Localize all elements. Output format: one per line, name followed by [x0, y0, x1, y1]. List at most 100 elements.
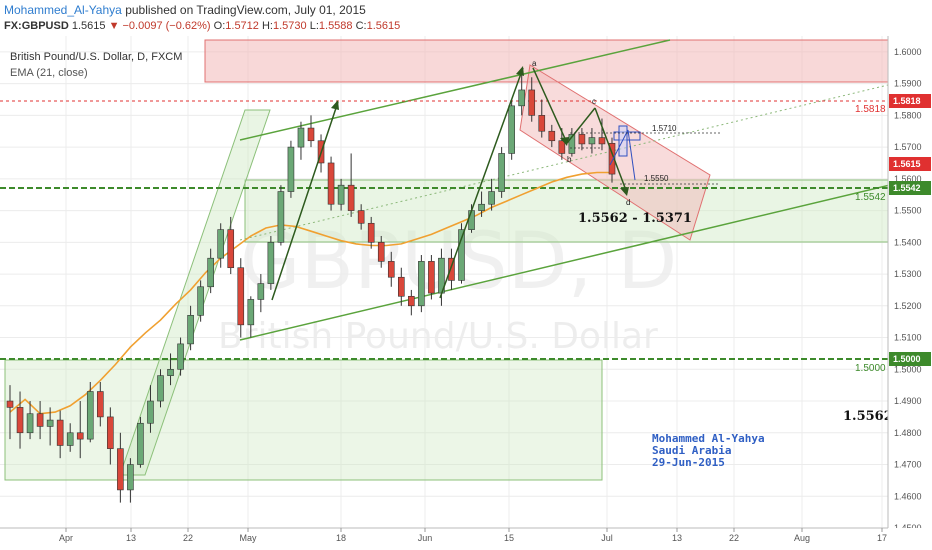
candle-bear: [387, 261, 395, 278]
open-value: 1.5712: [225, 20, 259, 32]
level-label-5000: 1.5000: [855, 363, 886, 374]
candle-bull: [66, 432, 74, 446]
candle-bear: [227, 229, 235, 269]
arrow-up-1: [271, 101, 339, 301]
candle-bull: [207, 257, 214, 288]
candle-bear: [76, 432, 84, 440]
candle-bear: [428, 261, 435, 294]
candle-bear: [367, 222, 375, 243]
signature-name: Mohammed Al-Yahya: [652, 432, 765, 445]
candle-bull: [127, 464, 134, 491]
channel-lower-line[interactable]: [239, 184, 891, 341]
channel-mid-line[interactable]: [239, 84, 889, 241]
level-label-5542: 1.5542: [855, 192, 886, 203]
time-tick-label: 13: [126, 533, 136, 543]
signature-date: 29-Jun-2015: [652, 456, 725, 469]
wave-label-b: b: [567, 155, 572, 164]
symbol-label[interactable]: FX:GBPUSD: [4, 20, 69, 32]
price-tick-label: 1.4700: [894, 460, 922, 470]
price-tick-label: 1.5700: [894, 142, 922, 152]
candle-bear: [558, 140, 566, 154]
candle-bear: [448, 257, 455, 281]
arrow-heads: [331, 66, 629, 196]
ema-line: [9, 171, 612, 415]
open-label: O:: [213, 20, 226, 32]
candle-bear: [538, 115, 546, 132]
time-tick-label: 22: [183, 533, 193, 543]
close-label: C:: [355, 20, 367, 32]
candle-bull: [458, 229, 465, 281]
time-tick-label: Jun: [418, 533, 433, 543]
target-annotation: 1.5562: [843, 409, 893, 424]
price-tick-label: 1.4800: [894, 428, 922, 438]
candle-bull: [418, 261, 425, 307]
price-tag-5000: 1.5000: [893, 354, 921, 364]
price-tick-label: 1.5300: [894, 269, 922, 279]
base-zone: [4, 359, 603, 481]
range-annotation: 1.5562 - 1.5371: [578, 211, 692, 226]
high-label: H:: [261, 20, 273, 32]
price-tick-label: 1.5000: [894, 364, 922, 374]
arrow-head-3: [560, 137, 569, 146]
author-link[interactable]: Mohammed_Al-Yahya: [4, 3, 122, 17]
candle-bear: [117, 448, 124, 491]
arrow-head-1: [331, 100, 339, 110]
price-tick-label: 1.4600: [894, 491, 922, 501]
candle-bear: [548, 130, 556, 142]
candle-bear: [36, 413, 44, 427]
candle-bull: [277, 191, 285, 243]
price-tag-5615-bg: [889, 157, 931, 171]
candle-bull: [177, 343, 184, 370]
candle-bull: [508, 105, 515, 154]
channel-upper-line[interactable]: [239, 39, 671, 141]
time-tick-label: 18: [336, 533, 346, 543]
last-price: 1.5615: [71, 20, 106, 32]
price-tick-label: 1.5900: [894, 79, 922, 89]
pattern-column: [618, 125, 628, 157]
candle-bull: [157, 375, 164, 402]
wave-label-d: d: [626, 198, 630, 207]
price-tag-5615: 1.5615: [893, 159, 921, 169]
candle-bull: [147, 400, 154, 424]
legend-indicator[interactable]: EMA (21, close): [10, 67, 88, 79]
time-tick-label: 17: [877, 533, 887, 543]
label-5710: 1.5710: [652, 124, 677, 133]
time-axis[interactable]: Apr 13 22 May 18 Jun 15 Jul 13 22 Aug 17: [59, 528, 887, 543]
candle-bull: [498, 153, 505, 192]
price-axis[interactable]: 1.6000 1.5900 1.5800 1.5700 1.5600 1.5500 1.54…: [894, 47, 922, 533]
candle-bull: [46, 419, 54, 427]
legend-title: British Pound/U.S. Dollar, D, FXCM: [10, 51, 182, 63]
candle-bull: [217, 229, 224, 259]
candle-bull: [518, 89, 526, 107]
watermark-name: British Pound/U.S. Dollar: [218, 316, 658, 357]
time-tick-label: Jul: [601, 533, 613, 543]
wave-label-c: c: [592, 97, 596, 106]
candle-bull: [187, 315, 194, 345]
close-value: 1.5615: [366, 20, 401, 32]
level-label-5818: 1.5818: [855, 104, 886, 115]
time-tick-label: 22: [729, 533, 739, 543]
candle-bear: [357, 210, 365, 224]
candle-bull: [568, 134, 576, 154]
price-tick-label: 1.6000: [894, 47, 922, 57]
candle-bull: [197, 286, 204, 316]
arrow-b-c: [566, 107, 596, 144]
low-label: L:: [309, 20, 319, 32]
candle-bull: [257, 283, 265, 300]
price-tick-label: 1.5100: [894, 333, 922, 343]
candle-bull: [26, 413, 34, 434]
price-tag-5818-bg: [889, 94, 931, 108]
arrow-head-4: [620, 187, 629, 196]
candle-bull: [167, 368, 174, 376]
price-tag-5542-bg: [889, 181, 931, 195]
candle-bull: [488, 191, 495, 205]
candle-bear: [107, 416, 114, 449]
candle-bear: [237, 267, 245, 326]
candle-bull: [588, 137, 596, 145]
candle-bear: [327, 162, 335, 205]
candle-bull: [267, 242, 275, 284]
candle-bear: [608, 142, 616, 175]
price-axis-bg: [888, 36, 932, 528]
price-tick-label: 1.4900: [894, 396, 922, 406]
